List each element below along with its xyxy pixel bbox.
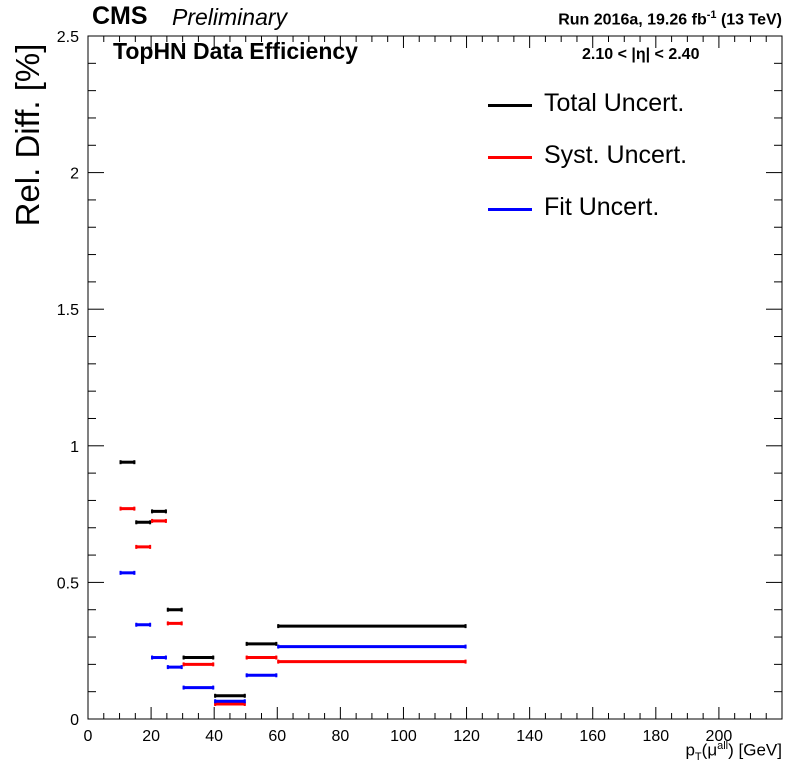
legend-label-syst: Syst. Uncert.	[544, 141, 688, 169]
x-tick-label: 120	[453, 728, 480, 745]
x-tick-label: 40	[205, 728, 223, 745]
y-axis-label: Rel. Diff. [%]	[9, 43, 46, 227]
run-info: Run 2016a, 19.26 fb-1 (13 TeV)	[558, 9, 782, 29]
x-axis-label-mid: (μ	[701, 740, 718, 760]
series-syst	[119, 506, 467, 706]
y-tick-label: 0	[70, 712, 79, 729]
legend-swatch-syst	[488, 156, 532, 159]
x-axis-label-end: ) [GeV]	[728, 740, 782, 760]
x-tick-label: 200	[706, 728, 733, 745]
status-label: Preliminary	[172, 4, 288, 30]
legend-swatch-total	[488, 104, 532, 107]
chart-title: TopHN Data Efficiency	[113, 38, 358, 64]
x-tick-label: 80	[331, 728, 349, 745]
x-tick-label: 100	[390, 728, 417, 745]
experiment-label: CMS	[92, 2, 148, 30]
x-tick-label: 180	[642, 728, 669, 745]
run-info-suffix: (13 TeV)	[716, 11, 782, 29]
series-fit	[119, 570, 467, 704]
y-tick-label: 2.5	[57, 29, 79, 46]
x-axis-label-sub: T	[694, 751, 702, 764]
x-axis-label: pT(μall) [GeV]	[685, 740, 782, 763]
eta-range-annotation: 2.10 < |η| < 2.40	[582, 46, 700, 63]
x-tick-label: 0	[84, 728, 93, 745]
x-axis-label-p: p	[685, 740, 695, 760]
run-info-sup: -1	[706, 9, 717, 21]
y-tick-label: 0.5	[57, 575, 79, 592]
x-tick-label: 140	[516, 728, 543, 745]
series-total	[119, 460, 467, 698]
legend-label-total: Total Uncert.	[544, 89, 685, 117]
x-axis-label-sup: all	[717, 740, 729, 752]
x-tick-label: 60	[268, 728, 286, 745]
legend-label-fit: Fit Uncert.	[544, 193, 660, 221]
y-tick-label: 2	[70, 166, 79, 183]
axis-ticks	[87, 35, 783, 720]
data-marks	[119, 460, 467, 706]
plot-frame	[87, 35, 783, 720]
axis-tick-labels: 0 20 40 60 80 100 120 140 160 180 200 0 0.5 1 1.5 2 2.5	[57, 29, 733, 745]
x-tick-label: 20	[142, 728, 160, 745]
run-info-prefix: Run 2016a, 19.26 fb	[558, 11, 707, 29]
x-tick-label: 160	[579, 728, 606, 745]
y-tick-label: 1	[70, 439, 79, 456]
y-tick-label: 1.5	[57, 302, 79, 319]
legend-swatch-fit	[488, 208, 532, 211]
